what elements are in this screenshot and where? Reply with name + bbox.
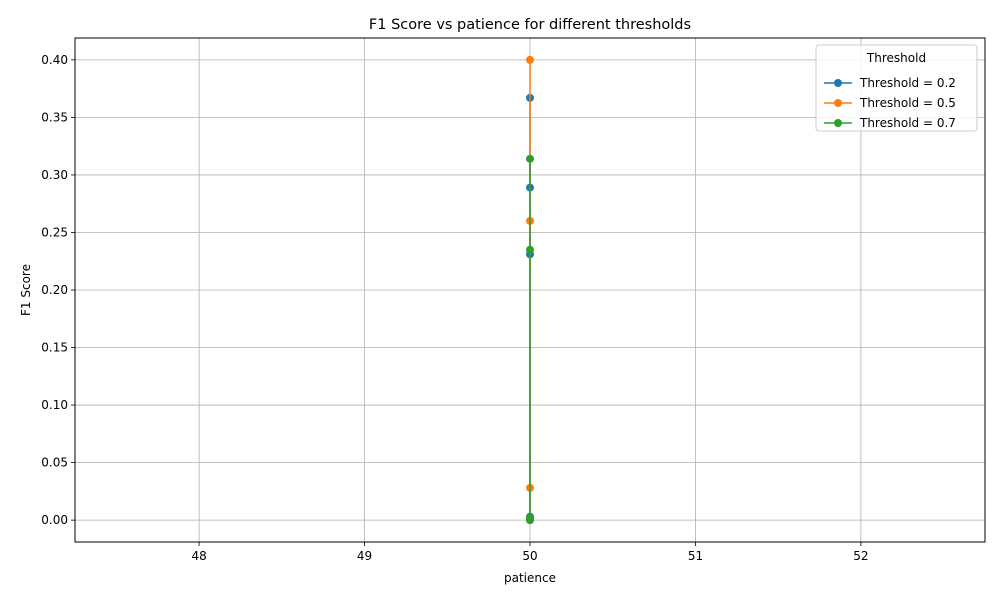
legend-item: Threshold = 0.7 [824, 116, 956, 130]
legend-marker [834, 119, 842, 127]
x-tick-label: 48 [191, 549, 206, 563]
legend-title: Threshold [866, 51, 926, 65]
y-tick-label: 0.00 [41, 513, 68, 527]
x-axis-label: patience [504, 571, 556, 585]
y-tick-label: 0.30 [41, 168, 68, 182]
legend-item: Threshold = 0.2 [824, 76, 956, 90]
ticks-layer: 48 49 50 51 52 0.00 0.05 0.10 0.15 0.20 0.25 0.30 0.… [41, 53, 868, 563]
legend-label: Threshold = 0.5 [859, 96, 956, 110]
y-tick-label: 0.05 [41, 456, 68, 470]
legend-marker [834, 79, 842, 87]
y-tick-label: 0.15 [41, 341, 68, 355]
y-tick-label: 0.35 [41, 110, 68, 124]
y-tick-label: 0.40 [41, 53, 68, 67]
data-point [526, 154, 534, 163]
y-tick-label: 0.20 [41, 283, 68, 297]
series-2 [526, 154, 534, 525]
x-tick-label: 52 [853, 549, 868, 563]
y-axis-label: F1 Score [19, 264, 33, 316]
x-tick-label: 50 [522, 549, 537, 563]
x-tick-label: 49 [357, 549, 372, 563]
x-tick-label: 51 [688, 549, 703, 563]
data-point [526, 516, 534, 525]
y-tick-label: 0.25 [41, 225, 68, 239]
chart-title: F1 Score vs patience for different thres… [369, 17, 691, 33]
y-tick-label: 0.10 [41, 398, 68, 412]
legend-box [815, 44, 978, 132]
legend-marker [834, 99, 842, 107]
series-layer [526, 55, 534, 525]
legend-label: Threshold = 0.2 [859, 76, 956, 90]
data-point [526, 55, 534, 64]
legend: Threshold Threshold = 0.2 Threshold = 0.5 T… [815, 44, 978, 132]
legend-item: Threshold = 0.5 [824, 96, 956, 110]
data-point [526, 245, 534, 254]
legend-label: Threshold = 0.7 [859, 116, 956, 130]
